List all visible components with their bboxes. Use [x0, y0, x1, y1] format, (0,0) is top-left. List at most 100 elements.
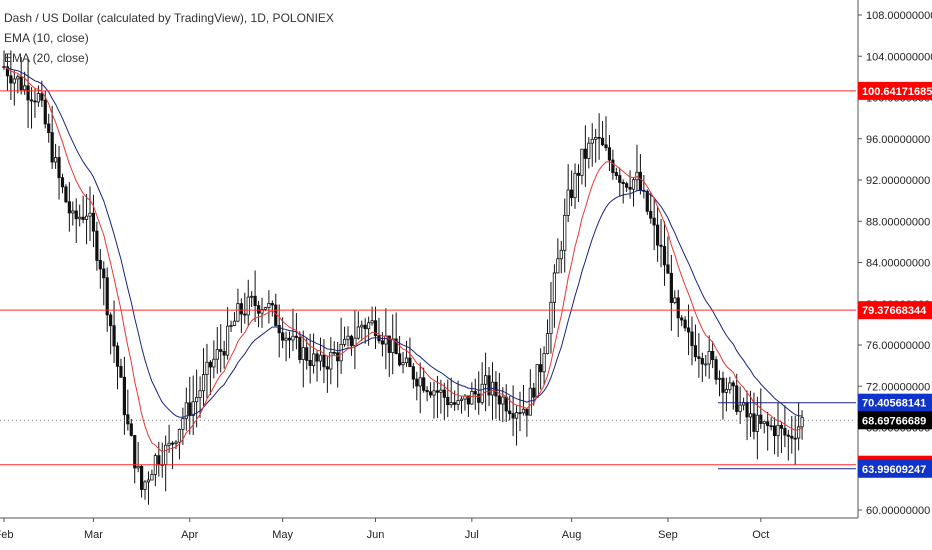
candle-body — [659, 244, 663, 247]
candle-body — [195, 397, 199, 403]
y-tick-label: 88.00000000 — [866, 216, 930, 228]
candle — [669, 254, 673, 331]
candle-body — [559, 249, 563, 260]
candle-body — [360, 324, 364, 328]
candle-body — [250, 295, 254, 298]
candle — [232, 312, 237, 327]
candle-body — [673, 297, 677, 304]
candle — [797, 403, 801, 451]
candle-body — [707, 350, 711, 365]
candle — [219, 324, 223, 373]
candle-body — [628, 186, 632, 190]
candle-body — [738, 404, 742, 412]
candle-body — [353, 337, 357, 347]
candle — [225, 307, 230, 360]
candle — [9, 50, 13, 101]
candle — [270, 300, 274, 317]
candle — [504, 384, 508, 422]
candle-body — [728, 382, 732, 390]
candle — [29, 87, 34, 129]
candle — [748, 390, 753, 437]
candle-body — [776, 424, 780, 437]
legend-ema20: EMA (20, close) — [4, 51, 89, 65]
candle-body — [212, 358, 216, 368]
candle-body — [680, 317, 684, 321]
candle-body — [735, 385, 739, 412]
candle — [494, 371, 498, 419]
candle — [150, 469, 154, 481]
candle — [74, 198, 78, 243]
candle — [552, 264, 557, 328]
y-tick-label: 84.00000000 — [866, 258, 930, 270]
candle — [604, 116, 608, 152]
candle-body — [693, 345, 698, 358]
candle-body — [532, 387, 536, 398]
candle-body — [115, 345, 120, 367]
candle — [521, 384, 526, 416]
candle — [704, 354, 708, 377]
candle-body — [367, 322, 371, 330]
candle-body — [748, 413, 753, 418]
candle — [40, 80, 44, 107]
candle — [742, 397, 746, 411]
candle — [700, 352, 704, 382]
candle-body — [783, 427, 787, 436]
candle-body — [29, 99, 34, 102]
candle-body — [81, 216, 85, 220]
candle-body — [397, 353, 402, 366]
x-tick-label: Feb — [0, 529, 13, 541]
candle-body — [215, 349, 219, 360]
candle — [587, 137, 591, 169]
candle — [480, 362, 484, 405]
candle — [728, 376, 732, 394]
price-badge — [858, 459, 932, 478]
candle-body — [404, 357, 409, 364]
candle-body — [356, 326, 360, 339]
candle — [54, 143, 58, 169]
candle-body — [311, 353, 316, 367]
candle — [250, 291, 254, 308]
candle — [91, 194, 96, 248]
candle-body — [274, 304, 278, 326]
candle — [473, 378, 477, 410]
candle — [738, 386, 742, 424]
candle — [580, 148, 584, 185]
candle — [442, 382, 446, 420]
candle — [349, 334, 354, 356]
candle — [256, 300, 261, 328]
candle-body — [284, 337, 288, 341]
candle — [311, 333, 316, 374]
candle-body — [686, 327, 691, 333]
candle — [735, 373, 739, 415]
candle-body — [16, 76, 20, 80]
candle-body — [380, 340, 385, 345]
candle-body — [267, 303, 271, 308]
candle-body — [74, 210, 78, 220]
candle — [621, 179, 625, 204]
candle — [459, 396, 464, 414]
candle — [556, 238, 560, 274]
candle — [287, 331, 292, 359]
candle — [680, 315, 684, 327]
candle-body — [157, 455, 161, 466]
candle — [277, 304, 281, 358]
candle — [408, 337, 412, 368]
candle-body — [253, 295, 257, 307]
candle-body — [600, 137, 605, 146]
candle — [143, 480, 147, 500]
candle-body — [191, 401, 195, 416]
candle-body — [697, 356, 701, 359]
candle — [78, 204, 82, 227]
candle-body — [521, 408, 526, 414]
candle — [126, 389, 130, 431]
legend-ema10: EMA (10, close) — [4, 31, 89, 45]
candle — [367, 316, 371, 346]
candle-body — [631, 179, 636, 190]
candle — [545, 319, 550, 355]
candle — [783, 405, 787, 448]
candle — [745, 390, 749, 441]
candle-body — [721, 377, 725, 393]
candle — [752, 392, 756, 440]
candle-body — [119, 365, 123, 378]
candle-body — [229, 325, 233, 327]
